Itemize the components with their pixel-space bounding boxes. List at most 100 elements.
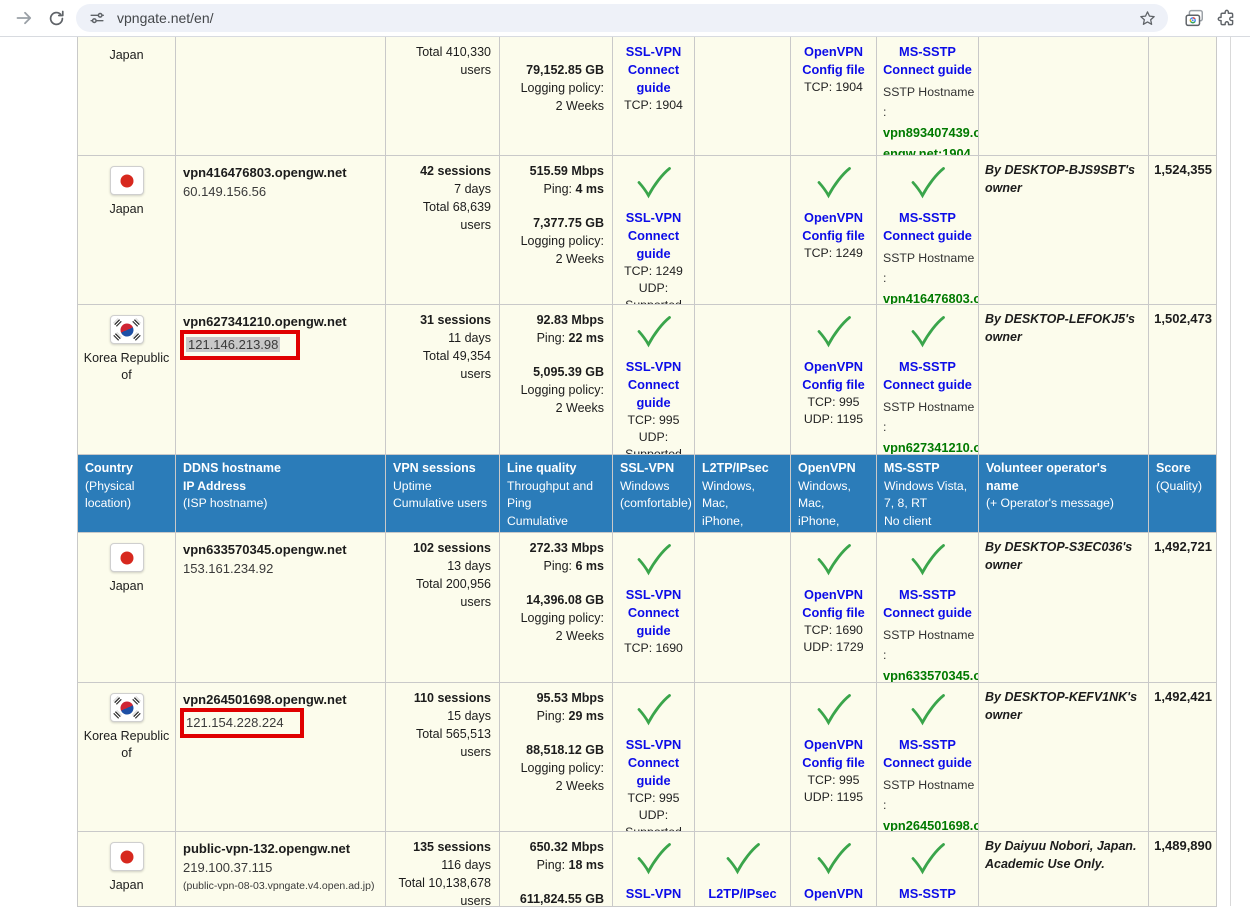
- sstp-label-link[interactable]: MS-SSTP: [899, 210, 956, 225]
- header-subtitle: IP Address: [183, 478, 246, 493]
- ssl-guide-link[interactable]: Connect guide: [627, 755, 680, 788]
- l2tp-label-link[interactable]: L2TP/IPsec: [708, 886, 777, 901]
- reload-button[interactable]: [40, 2, 72, 34]
- ssl-label-link[interactable]: SSL-VPN: [625, 587, 682, 602]
- url-text[interactable]: vpngate.net/en/: [117, 10, 214, 26]
- port-info: UDP: Supported: [625, 430, 682, 455]
- openvpn-guide-link[interactable]: Config file: [802, 755, 865, 770]
- openvpn-label-link[interactable]: OpenVPN: [803, 737, 864, 752]
- cumulative-transfer: 7,377.75 GB: [533, 216, 604, 230]
- session-count: 135 sessions: [413, 840, 491, 854]
- sstp-label-link[interactable]: MS-SSTP: [899, 359, 956, 374]
- line-quality-cell: 650.32 Mbps Ping: 18 ms 611,824.55 GB: [500, 832, 613, 907]
- openvpn-guide-link[interactable]: Config file: [802, 605, 865, 620]
- chrome-frame-button[interactable]: [1178, 2, 1210, 34]
- l2tp-ipsec-cell: [695, 305, 791, 455]
- ms-sstp-cell: MS-SSTP Connect guide SSTP Hostname : vpn89…: [877, 37, 979, 156]
- logging-policy-label: Logging policy:: [520, 611, 604, 625]
- openvpn-label-link[interactable]: OpenVPN: [803, 587, 864, 602]
- extensions-button[interactable]: [1210, 2, 1242, 34]
- cumulative-transfer: 88,518.12 GB: [526, 743, 604, 757]
- ssl-label-link[interactable]: SSL-VPN: [625, 44, 682, 59]
- logging-policy-value: 2 Weeks: [555, 252, 604, 266]
- header-title: Score: [1156, 461, 1191, 475]
- ssl-guide-link[interactable]: Connect guide: [627, 377, 680, 410]
- sstp-guide-link[interactable]: Connect guide: [883, 377, 972, 392]
- ms-sstp-cell: MS-SSTP Connect guide SSTP Hostname : vpn26…: [877, 683, 979, 832]
- hostname-cell: vpn416476803.opengw.net 60.149.156.56: [176, 156, 386, 305]
- l2tp-guide-link[interactable]: Connect guide: [695, 903, 790, 906]
- country-cell: Korea Republic of: [78, 683, 176, 832]
- openvpn-label-link[interactable]: OpenVPN: [803, 210, 864, 225]
- header-cell: DDNS hostname IP Address (ISP hostname): [176, 455, 386, 533]
- ssl-guide-link[interactable]: Connect guide: [627, 228, 680, 261]
- header-cell: Score (Quality): [1149, 455, 1217, 533]
- sstp-label-link[interactable]: MS-SSTP: [899, 886, 956, 901]
- openvpn-label-link[interactable]: OpenVPN: [803, 44, 864, 59]
- ssl-guide-link[interactable]: Connect guide: [613, 903, 694, 906]
- uptime: 116 days: [441, 858, 491, 872]
- ssl-label-link[interactable]: SSL-VPN: [625, 359, 682, 374]
- operator-cell: By DESKTOP-KEFV1NK's owner: [979, 683, 1149, 832]
- bookmark-star-icon[interactable]: [1136, 7, 1158, 29]
- header-subtitle: iPhone, Android: [798, 513, 840, 533]
- site-settings-icon[interactable]: [86, 7, 108, 29]
- sstp-guide-link[interactable]: Connect guide: [883, 62, 972, 77]
- sessions-cell: 135 sessions 116 days Total 10,138,678 use…: [386, 832, 500, 907]
- cumulative-transfer: 79,152.85 GB: [526, 63, 604, 77]
- header-subtitle: (Physical location): [85, 478, 135, 511]
- ssl-label-link[interactable]: SSL-VPN: [625, 210, 682, 225]
- ssl-label-link[interactable]: SSL-VPN: [625, 886, 682, 901]
- sstp-hostname-label: SSTP Hostname :: [883, 251, 975, 285]
- server-row: Korea Republic of vpn627341210.opengw.net…: [78, 305, 1217, 455]
- session-count: 31 sessions: [420, 313, 491, 327]
- header-subtitle: Cumulative users: [393, 496, 488, 510]
- check-icon: [637, 843, 671, 875]
- cumulative-users: Total 10,138,678 users: [398, 876, 491, 907]
- sstp-label-link[interactable]: MS-SSTP: [899, 737, 956, 752]
- ping-value: 18 ms: [568, 858, 604, 872]
- logging-policy-value: 2 Weeks: [555, 779, 604, 793]
- hostname-cell: public-vpn-132.opengw.net 219.100.37.115 (…: [176, 832, 386, 907]
- sstp-guide-link[interactable]: Connect guide: [883, 755, 972, 770]
- sstp-guide-link[interactable]: Connect guide: [877, 903, 978, 906]
- forward-icon: [16, 11, 32, 25]
- openvpn-guide-link[interactable]: Config file: [802, 62, 865, 77]
- ssl-guide-link[interactable]: Connect guide: [627, 62, 680, 95]
- address-bar[interactable]: vpngate.net/en/: [76, 4, 1168, 32]
- sstp-label-link[interactable]: MS-SSTP: [899, 587, 956, 602]
- header-title: Country: [85, 461, 133, 475]
- sstp-guide-link[interactable]: Connect guide: [883, 228, 972, 243]
- sstp-guide-link[interactable]: Connect guide: [883, 605, 972, 620]
- header-cell: VPN sessions Uptime Cumulative users: [386, 455, 500, 533]
- openvpn-label-link[interactable]: OpenVPN: [803, 886, 864, 901]
- logging-policy-label: Logging policy:: [520, 234, 604, 248]
- country-name: Korea Republic of: [83, 729, 170, 760]
- ssl-guide-link[interactable]: Connect guide: [627, 605, 680, 638]
- openvpn-guide-link[interactable]: Config file: [802, 228, 865, 243]
- forward-button[interactable]: [8, 2, 40, 34]
- port-info: UDP: 1195: [803, 412, 864, 426]
- ip-address: 219.100.37.115: [183, 859, 379, 876]
- openvpn-guide-link[interactable]: Config file: [802, 377, 865, 392]
- check-icon: [817, 694, 851, 726]
- sstp-label-link[interactable]: MS-SSTP: [899, 44, 956, 59]
- reload-icon: [49, 10, 64, 25]
- openvpn-cell: OpenVPN Config file TCP: 1904: [791, 37, 877, 156]
- check-icon: [911, 167, 945, 199]
- cumulative-users: Total 410,330 users: [415, 45, 491, 77]
- ssl-label-link[interactable]: SSL-VPN: [625, 737, 682, 752]
- japan-flag-icon: [109, 166, 144, 195]
- openvpn-label-link[interactable]: OpenVPN: [803, 359, 864, 374]
- port-info: TCP: 995: [807, 773, 860, 787]
- check-icon: [817, 167, 851, 199]
- check-icon: [911, 843, 945, 875]
- throughput: 95.53 Mbps: [536, 691, 604, 705]
- ping-label: Ping:: [543, 559, 576, 573]
- cumulative-transfer: 5,095.39 GB: [533, 365, 604, 379]
- ip-address-text: 60.149.156.56: [183, 184, 267, 199]
- header-title: Line quality: [507, 461, 577, 475]
- session-count: 102 sessions: [413, 541, 491, 555]
- openvpn-guide-link[interactable]: Config file: [791, 903, 876, 906]
- cumulative-users: Total 68,639 users: [422, 200, 491, 232]
